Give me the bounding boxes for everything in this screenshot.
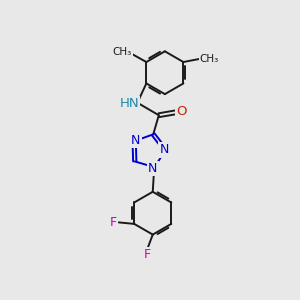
Text: CH₃: CH₃ xyxy=(112,47,132,57)
Text: O: O xyxy=(177,105,187,118)
Text: N: N xyxy=(131,134,140,147)
Text: CH₃: CH₃ xyxy=(200,54,219,64)
Text: F: F xyxy=(110,216,117,229)
Text: N: N xyxy=(148,162,158,175)
Text: HN: HN xyxy=(119,97,139,110)
Text: N: N xyxy=(160,143,169,156)
Text: F: F xyxy=(144,248,151,261)
